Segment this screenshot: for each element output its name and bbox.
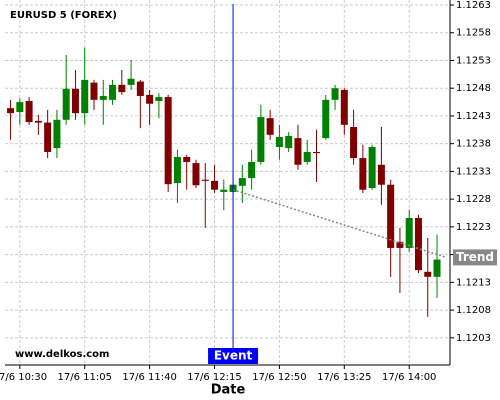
candle-body	[34, 120, 42, 123]
candle-body	[192, 163, 200, 186]
candle-body	[313, 151, 320, 154]
chart-title: EURUSD 5 (FOREX)	[10, 10, 117, 21]
candle-body	[275, 137, 283, 147]
y-tick-label: 1.1223	[456, 222, 491, 233]
candle-body	[257, 117, 265, 162]
y-tick-label: 1.1228	[456, 194, 491, 205]
candle-body	[136, 81, 144, 96]
candle-body	[238, 178, 246, 186]
candle-body	[285, 135, 293, 149]
x-axis-label: Date	[211, 383, 246, 398]
candle-body	[405, 218, 413, 248]
candle-body	[396, 241, 404, 248]
event-label-box	[208, 348, 259, 364]
x-tick-label: 17/6 12:15	[187, 372, 241, 383]
candle-body	[359, 158, 367, 190]
candle-body	[350, 127, 358, 159]
candle-body	[294, 138, 302, 165]
candle-body	[118, 84, 126, 93]
candle-body	[220, 189, 228, 192]
candle-body	[303, 151, 311, 162]
candle-body	[248, 161, 256, 179]
candle-body	[44, 122, 52, 152]
candle-body	[211, 180, 219, 190]
y-tick-label: 1.1243	[456, 111, 491, 122]
candle-body	[109, 84, 117, 100]
trend-label: Trend	[456, 250, 494, 264]
y-tick-label: 1.1258	[456, 28, 491, 39]
candle-body	[433, 259, 441, 277]
candle-body	[340, 89, 348, 125]
y-tick-label: 1.1263	[456, 0, 491, 11]
trend-label-box	[453, 249, 497, 266]
x-tick-label: 17/6 13:25	[317, 372, 371, 383]
watermark: www.delkos.com	[15, 349, 109, 360]
y-tick-label: 1.1253	[456, 55, 491, 66]
y-tick-label: 1.1238	[456, 139, 491, 150]
candle-body	[90, 82, 98, 100]
candles	[7, 47, 441, 317]
candle-body	[127, 78, 135, 85]
candle-body	[266, 118, 274, 135]
candle-body	[424, 271, 432, 277]
candle-body	[377, 164, 385, 185]
x-tick-label: 17/6 14:00	[382, 372, 436, 383]
event-label: Event	[214, 349, 253, 363]
candle-body	[331, 88, 339, 100]
candle-body	[387, 184, 395, 248]
candle-body	[7, 108, 15, 114]
candle-body	[25, 100, 33, 123]
candle-body	[368, 146, 376, 189]
candle-body	[71, 88, 79, 114]
y-tick-label: 1.1208	[456, 305, 491, 316]
candle-body	[164, 97, 172, 185]
trend-line	[232, 188, 447, 259]
candle-body	[414, 218, 422, 271]
y-tick-label: 1.1248	[456, 83, 491, 94]
y-tick-label: 1.1233	[456, 166, 491, 177]
x-tick-label: 17/6 11:40	[122, 372, 176, 383]
candle-body	[173, 156, 181, 184]
candle-body	[53, 119, 61, 149]
candle-body	[183, 156, 191, 162]
x-tick-label: 17/6 12:50	[252, 372, 306, 383]
candle-body	[99, 95, 107, 100]
candle-body	[81, 79, 89, 114]
candle-body	[322, 99, 330, 139]
candle-body	[16, 102, 24, 113]
candle-body	[201, 179, 209, 181]
candle-body	[62, 88, 70, 120]
y-tick-label: 1.1203	[456, 333, 491, 344]
y-tick-label: 1.1213	[456, 277, 491, 288]
candle-body	[155, 97, 163, 101]
candle-body	[146, 94, 154, 104]
x-tick-label: 17/6 10:30	[0, 372, 47, 383]
x-tick-label: 17/6 11:05	[58, 372, 112, 383]
